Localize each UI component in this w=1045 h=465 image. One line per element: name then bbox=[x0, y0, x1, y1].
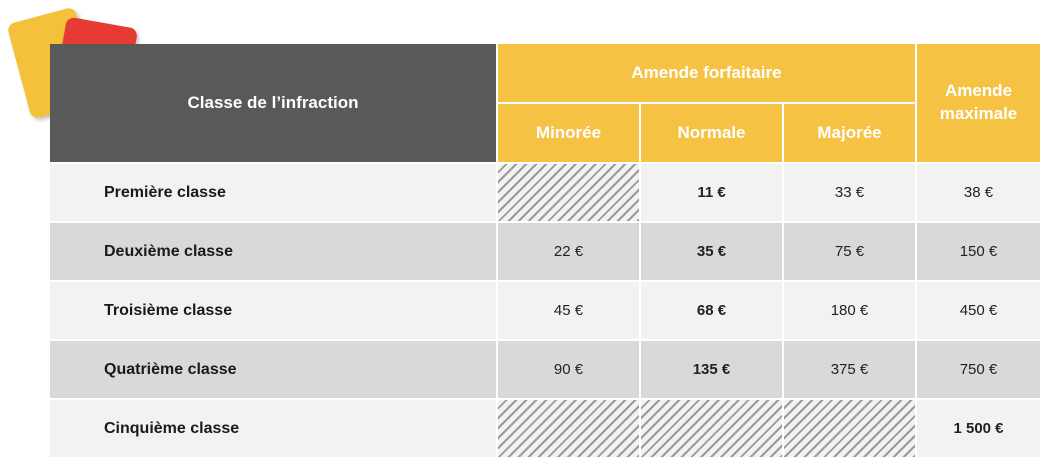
header-amende-maximale: Amende maximale bbox=[915, 44, 1040, 163]
cell-maximale: 38 € bbox=[915, 162, 1040, 222]
header-row-top: Classe de l’infraction Amende forfaitair… bbox=[50, 44, 1040, 163]
cell-normale: 11 € bbox=[639, 162, 783, 222]
header-amende-maximale-line2: maximale bbox=[939, 104, 1018, 123]
cell-normale: 68 € bbox=[639, 280, 783, 340]
header-minoree: Minorée bbox=[496, 103, 640, 163]
table-row: Quatrième classe 90 € 135 € 375 € 750 € bbox=[50, 339, 1040, 399]
row-label: Première classe bbox=[50, 162, 497, 222]
cell-majoree: 375 € bbox=[782, 339, 916, 399]
cell-minoree: 22 € bbox=[496, 221, 640, 281]
table-row: Deuxième classe 22 € 35 € 75 € 150 € bbox=[50, 221, 1040, 281]
cell-minoree: 90 € bbox=[496, 339, 640, 399]
row-label: Troisième classe bbox=[50, 280, 497, 340]
table-row: Première classe 11 € 33 € 38 € bbox=[50, 162, 1040, 222]
header-classe-infraction: Classe de l’infraction bbox=[50, 44, 497, 163]
header-amende-maximale-line1: Amende bbox=[944, 81, 1013, 101]
header-normale: Normale bbox=[639, 103, 783, 163]
cell-normale: 135 € bbox=[639, 339, 783, 399]
cell-majoree-na bbox=[782, 398, 916, 457]
cell-majoree: 33 € bbox=[782, 162, 916, 222]
cell-maximale: 150 € bbox=[915, 221, 1040, 281]
row-label: Quatrième classe bbox=[50, 339, 497, 399]
cell-minoree-na bbox=[496, 162, 640, 222]
cell-maximale: 750 € bbox=[915, 339, 1040, 399]
fines-table: Classe de l’infraction Amende forfaitair… bbox=[50, 44, 1040, 457]
cell-minoree: 45 € bbox=[496, 280, 640, 340]
cell-maximale: 450 € bbox=[915, 280, 1040, 340]
cell-normale: 35 € bbox=[639, 221, 783, 281]
header-amende-forfaitaire: Amende forfaitaire bbox=[496, 44, 916, 104]
cell-minoree-na bbox=[496, 398, 640, 457]
cell-majoree: 180 € bbox=[782, 280, 916, 340]
cell-maximale: 1 500 € bbox=[915, 398, 1040, 457]
row-label: Cinquième classe bbox=[50, 398, 497, 457]
header-majoree: Majorée bbox=[782, 103, 916, 163]
cell-majoree: 75 € bbox=[782, 221, 916, 281]
cell-normale-na bbox=[639, 398, 783, 457]
row-label: Deuxième classe bbox=[50, 221, 497, 281]
table-row: Troisième classe 45 € 68 € 180 € 450 € bbox=[50, 280, 1040, 340]
header-row-sub: Minorée Normale Majorée bbox=[50, 103, 1040, 163]
table-row: Cinquième classe 1 500 € bbox=[50, 398, 1040, 457]
